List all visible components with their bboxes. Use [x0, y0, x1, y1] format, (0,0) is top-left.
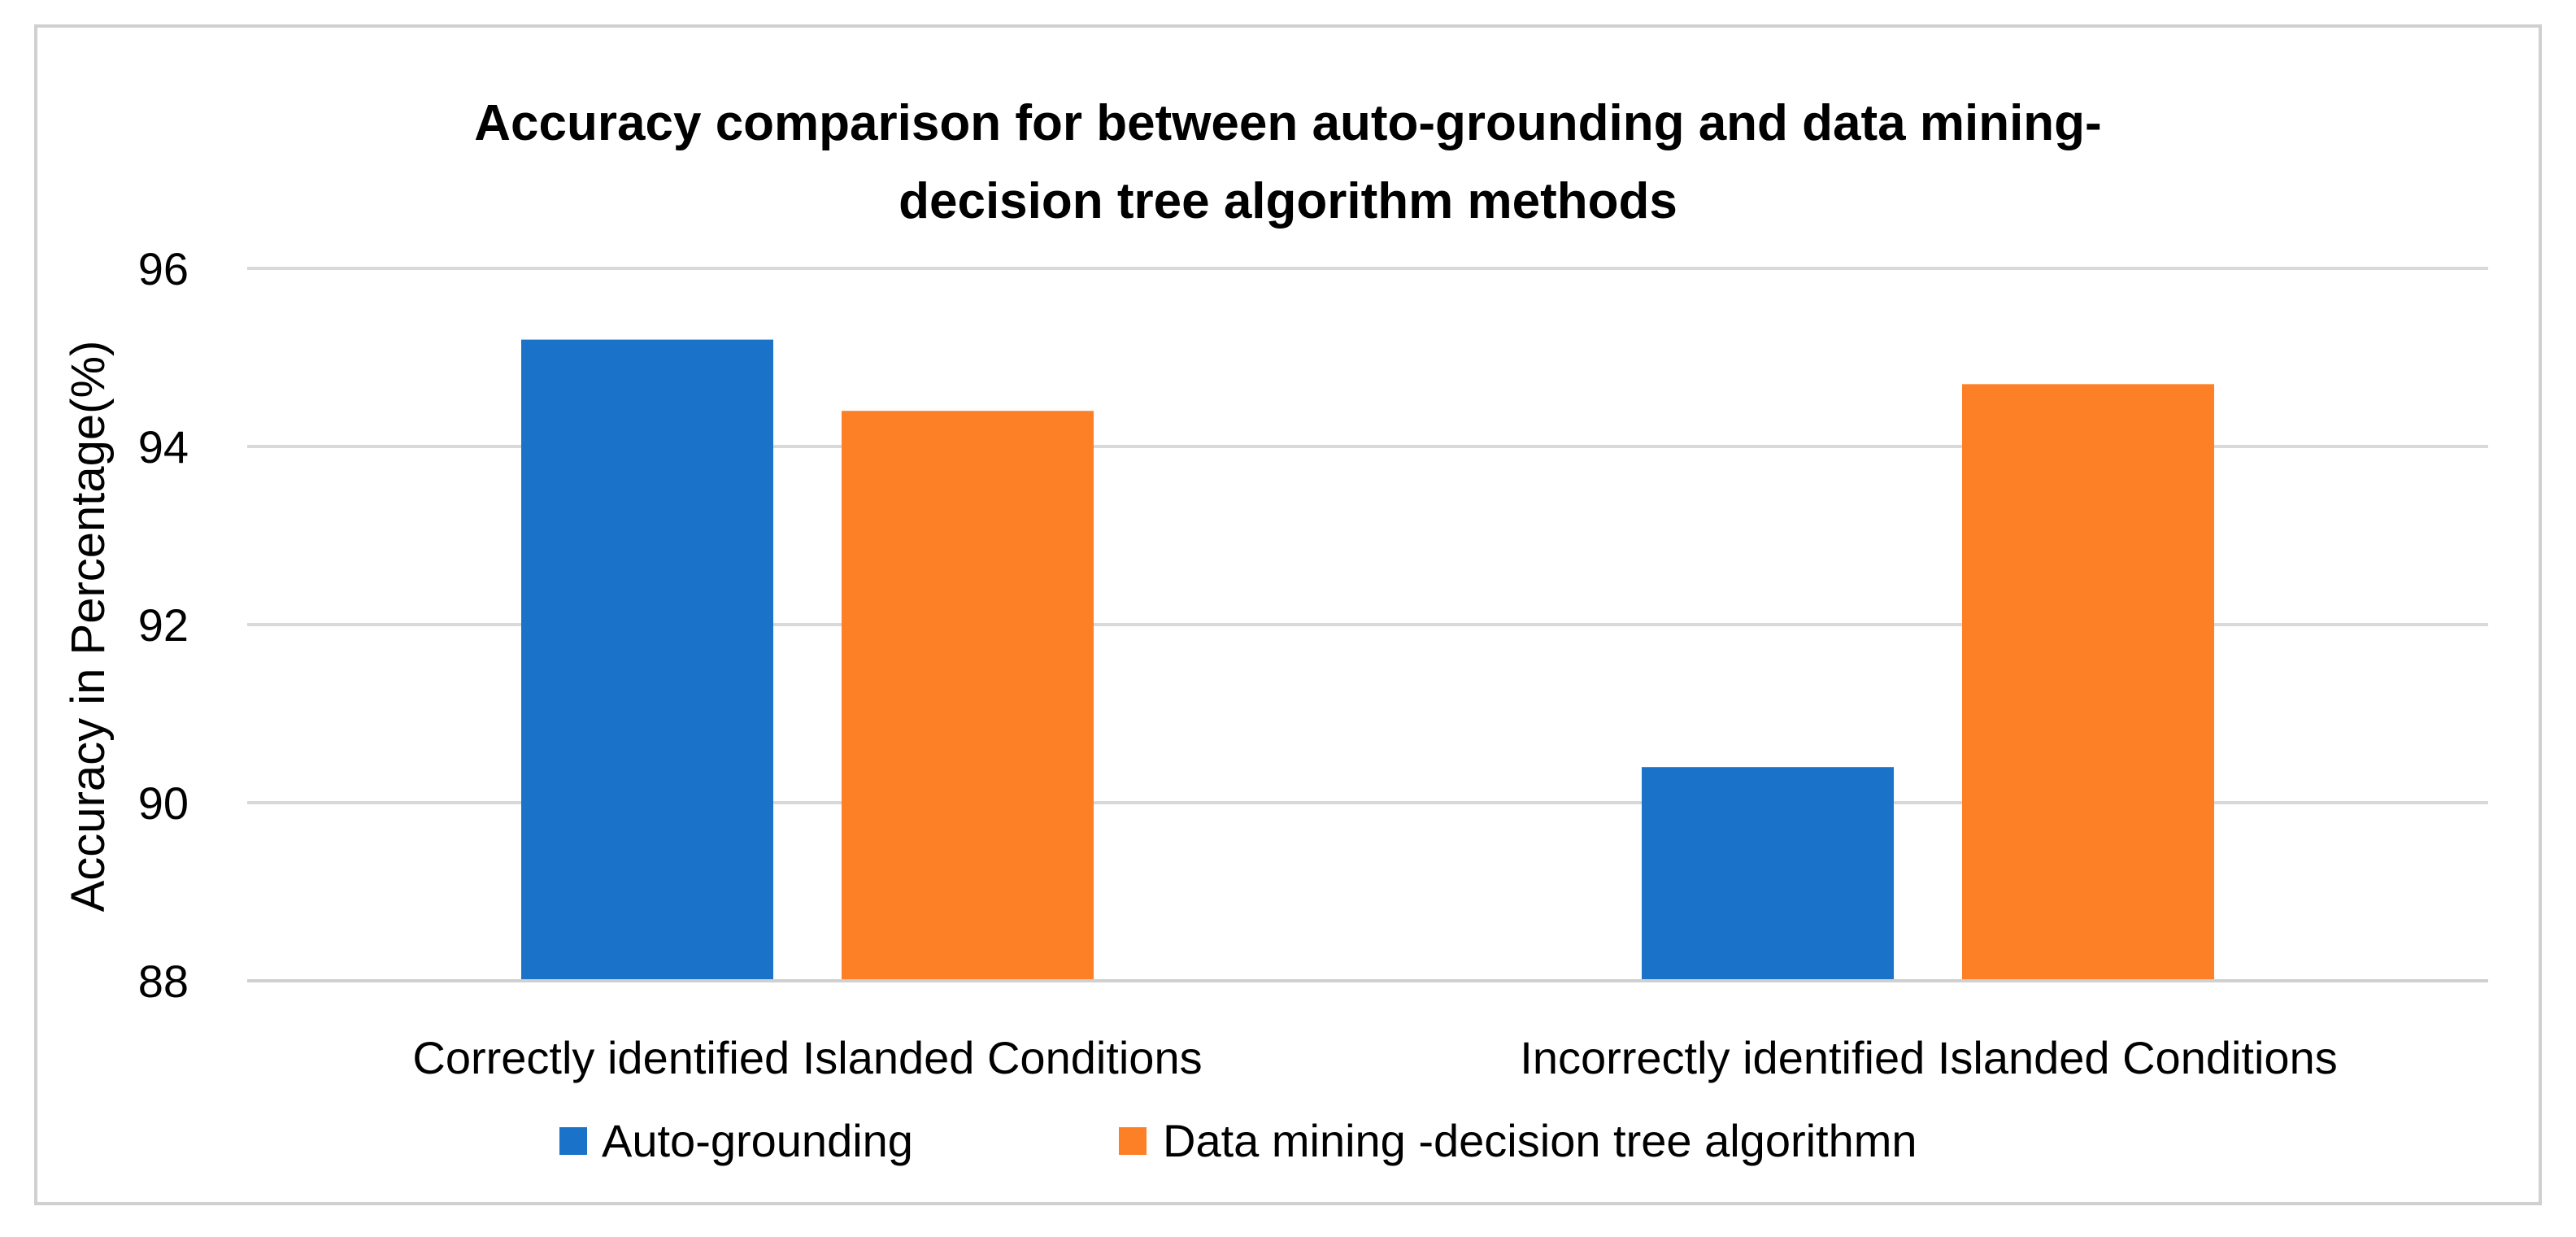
legend-swatch-auto-grounding: [559, 1127, 587, 1155]
bar-series-1-category-1: [521, 339, 773, 982]
bar-series-1-category-2: [1642, 767, 1894, 981]
legend-swatch-data-mining: [1119, 1127, 1147, 1155]
bar-series-2-category-1: [842, 411, 1094, 981]
chart-title-line-2: decision tree algorithm methods: [899, 173, 1677, 229]
y-tick-label: 90: [138, 777, 189, 829]
legend: Auto-grounding Data mining -decision tre…: [559, 1115, 1917, 1166]
legend-label-data-mining: Data mining -decision tree algorithmn: [1163, 1115, 1917, 1166]
bars: [521, 339, 2214, 982]
chart-title-line-1: Accuracy comparison for between auto-gro…: [474, 95, 2101, 151]
y-axis-tick-labels: 88 90 92 94 96: [138, 243, 189, 1007]
category-label-correctly-identified: Correctly identified Islanded Conditions: [412, 1032, 1202, 1083]
legend-label-auto-grounding: Auto-grounding: [602, 1115, 913, 1166]
y-axis-label: Accuracy in Percentage(%): [62, 341, 115, 913]
category-label-incorrectly-identified: Incorrectly identified Islanded Conditio…: [1520, 1032, 2337, 1083]
y-tick-label: 96: [138, 243, 189, 294]
y-tick-label: 94: [138, 421, 189, 473]
y-tick-label: 92: [138, 599, 189, 651]
bar-series-2-category-2: [1962, 384, 2214, 982]
y-tick-label: 88: [138, 956, 189, 1007]
